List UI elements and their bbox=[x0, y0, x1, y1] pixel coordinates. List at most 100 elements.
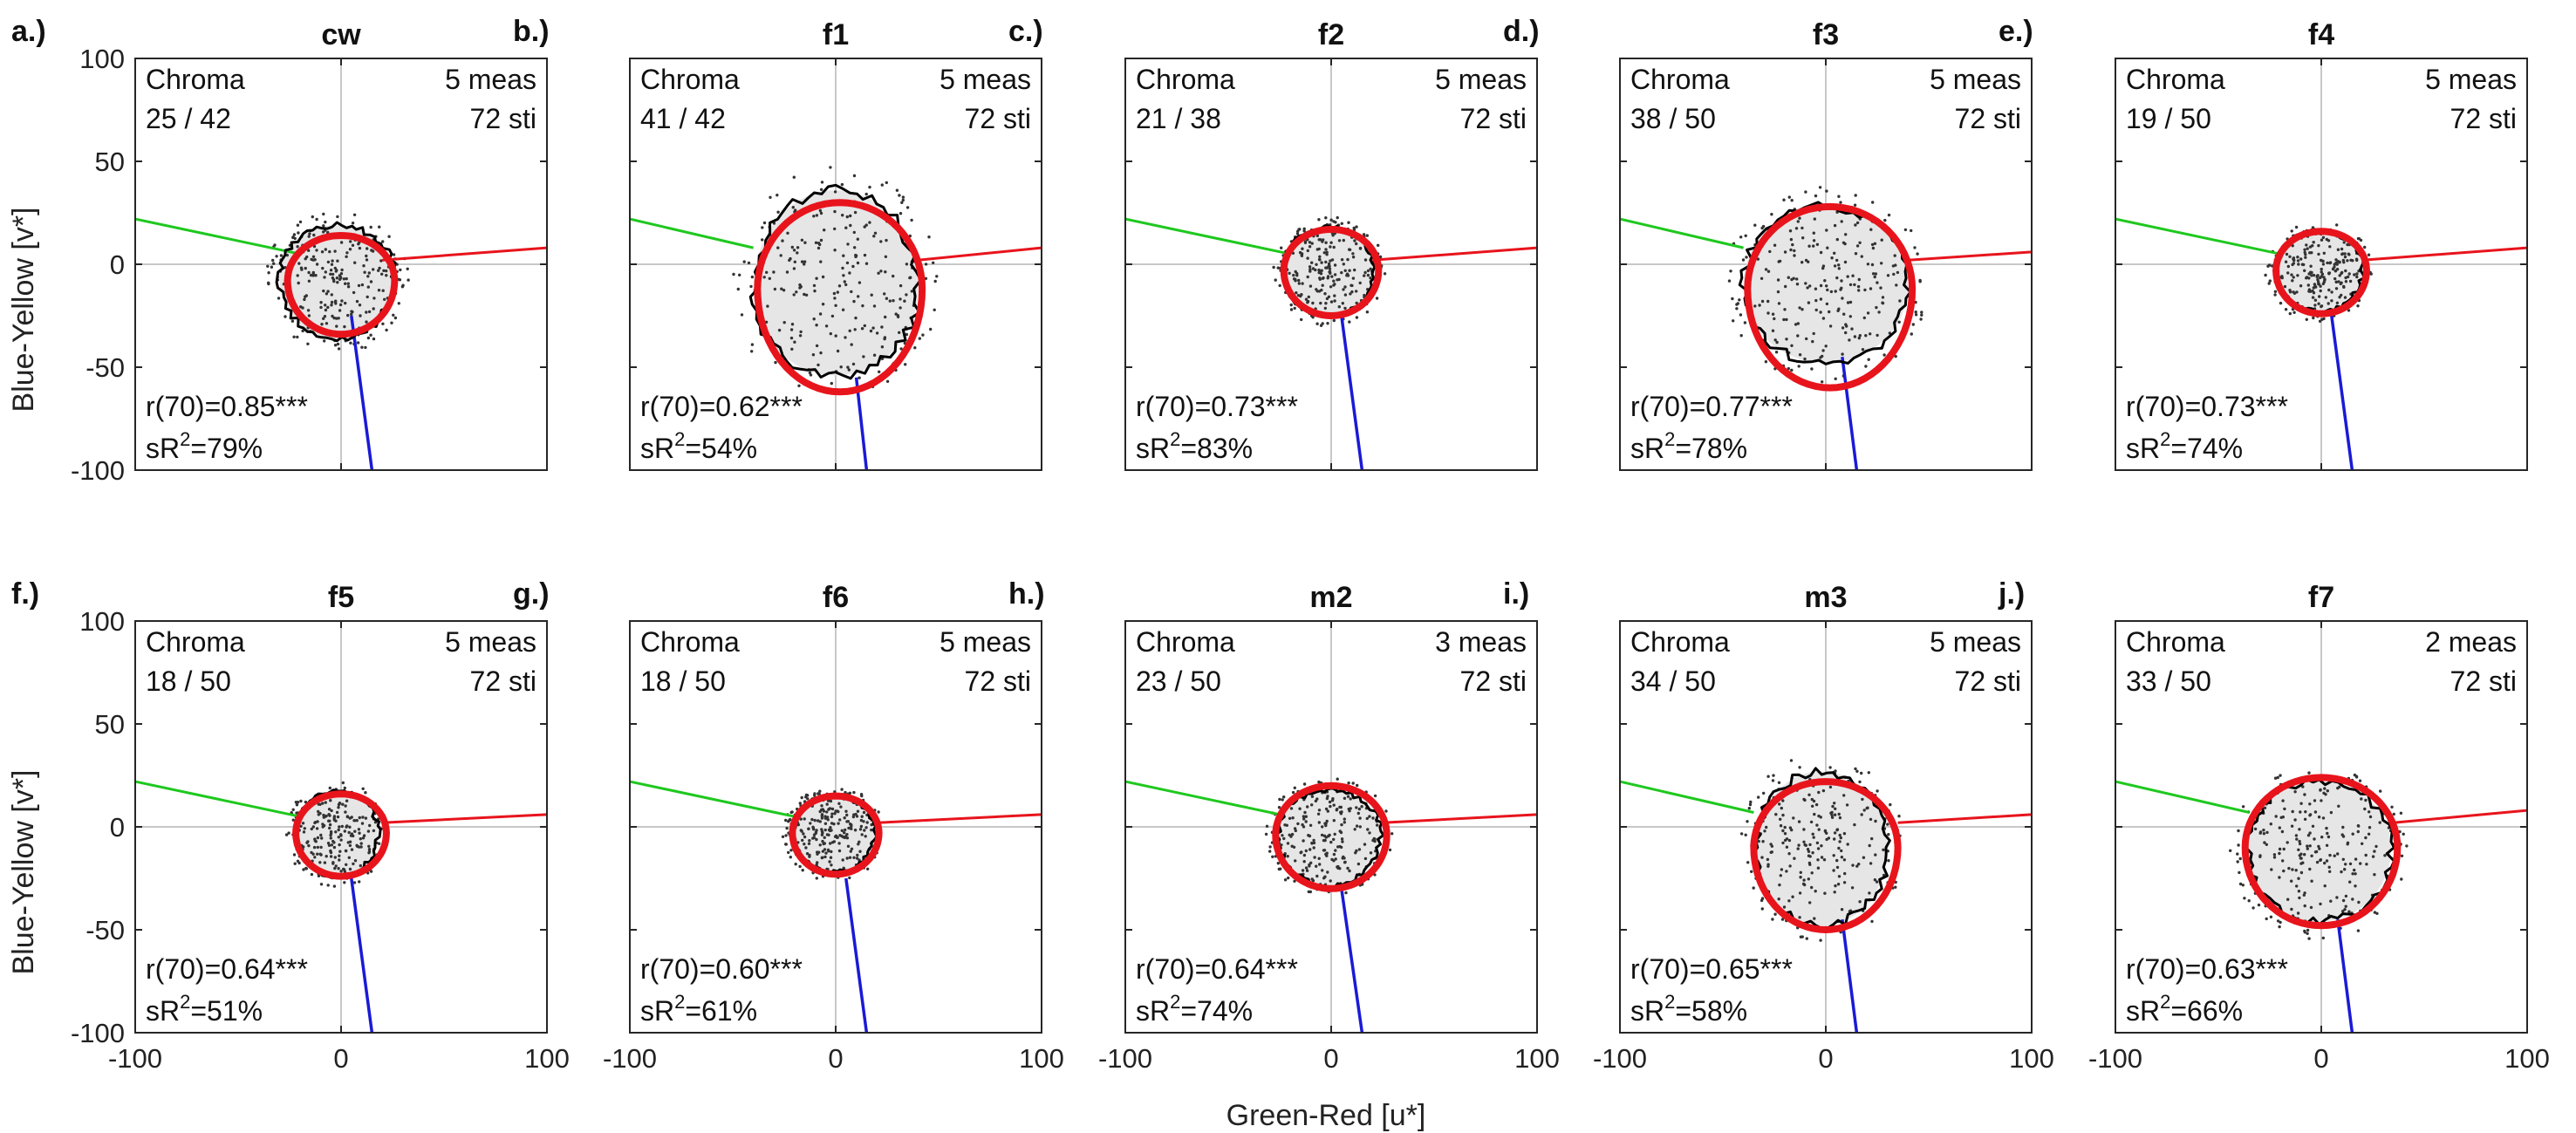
scatter-point bbox=[378, 266, 381, 270]
scatter-point bbox=[356, 341, 360, 345]
scatter-point bbox=[2282, 847, 2286, 851]
scatter-point bbox=[1810, 885, 1814, 890]
scatter-point bbox=[899, 347, 903, 351]
scatter-point bbox=[297, 281, 300, 285]
scatter-point bbox=[1797, 843, 1800, 847]
scatter-point bbox=[335, 276, 339, 280]
sr2-value: =78% bbox=[1675, 433, 1747, 464]
scatter-point bbox=[1773, 243, 1777, 247]
scatter-point bbox=[924, 276, 928, 280]
scatter-point bbox=[1775, 340, 1779, 345]
scatter-point bbox=[828, 860, 831, 863]
y-tick-label: 50 bbox=[95, 709, 125, 740]
panel-label: j.) bbox=[1998, 577, 2025, 611]
scatter-point bbox=[871, 326, 875, 330]
scatter-point bbox=[2334, 287, 2339, 290]
chroma-value: 23 / 50 bbox=[1136, 665, 1221, 697]
scatter-point bbox=[343, 786, 346, 790]
scatter-point bbox=[1332, 837, 1336, 842]
scatter-point bbox=[1840, 856, 1844, 859]
scatter-point bbox=[850, 847, 854, 850]
scatter-point bbox=[841, 214, 844, 217]
scatter-point bbox=[1861, 797, 1864, 802]
scatter-point bbox=[1377, 243, 1380, 247]
scatter-point bbox=[1833, 802, 1836, 805]
scatter-point bbox=[1879, 286, 1882, 290]
scatter-point bbox=[1840, 908, 1844, 911]
y-tick-label: 50 bbox=[95, 147, 125, 177]
scatter-point bbox=[742, 260, 746, 263]
scatter-point bbox=[328, 826, 331, 830]
scatter-point bbox=[1324, 260, 1328, 264]
scatter-point bbox=[370, 249, 373, 252]
chroma-value: 21 / 38 bbox=[1136, 103, 1221, 134]
scatter-point bbox=[1790, 277, 1794, 282]
scatter-point bbox=[844, 828, 847, 832]
scatter-point bbox=[784, 843, 788, 846]
scatter-point bbox=[1780, 918, 1785, 921]
scatter-point bbox=[1355, 290, 1358, 293]
scatter-point bbox=[905, 293, 908, 297]
scatter-point bbox=[812, 833, 817, 836]
scatter-point bbox=[1750, 870, 1753, 873]
scatter-point bbox=[1896, 270, 1900, 275]
scatter-point bbox=[1819, 250, 1823, 255]
scatter-point bbox=[345, 276, 348, 281]
scatter-point bbox=[2309, 264, 2313, 268]
scatter-point bbox=[803, 817, 806, 821]
scatter-point bbox=[2400, 854, 2404, 857]
scatter-point bbox=[2283, 284, 2287, 289]
scatter-point bbox=[2286, 271, 2290, 275]
scatter-point bbox=[369, 333, 372, 337]
scatter-point bbox=[323, 861, 327, 864]
scatter-point bbox=[929, 327, 933, 331]
scatter-point bbox=[1322, 834, 1327, 837]
scatter-point bbox=[1841, 326, 1845, 330]
scatter-point bbox=[1858, 241, 1862, 244]
chroma-label: Chroma bbox=[1630, 64, 1730, 95]
scatter-point bbox=[2307, 937, 2311, 940]
scatter-point bbox=[899, 283, 903, 288]
sr2-prefix: sR bbox=[640, 433, 674, 464]
correlation-text: r(70)=0.62*** bbox=[640, 391, 803, 422]
scatter-point bbox=[2297, 877, 2300, 880]
scatter-point bbox=[1317, 821, 1322, 824]
scatter-point bbox=[820, 816, 824, 820]
scatter-point bbox=[1805, 937, 1808, 940]
scatter-point bbox=[322, 289, 325, 293]
scatter-point bbox=[796, 251, 799, 255]
scatter-point bbox=[337, 828, 340, 832]
scatter-point bbox=[848, 876, 851, 880]
scatter-point bbox=[1384, 809, 1388, 813]
sr2-value: =74% bbox=[2170, 433, 2243, 464]
scatter-point bbox=[1769, 843, 1773, 846]
scatter-point bbox=[1332, 220, 1336, 223]
scatter-point bbox=[846, 844, 851, 848]
scatter-point bbox=[338, 303, 343, 307]
scatter-point bbox=[1390, 832, 1394, 836]
chroma-value: 19 / 50 bbox=[2126, 103, 2211, 134]
scatter-point bbox=[1865, 806, 1869, 810]
scatter-point bbox=[932, 261, 935, 264]
scatter-point bbox=[1337, 305, 1342, 309]
scatter-point bbox=[1316, 812, 1321, 816]
scatter-point bbox=[1343, 306, 1347, 311]
scatter-point bbox=[1833, 223, 1837, 228]
scatter-point bbox=[849, 850, 852, 853]
scatter-point bbox=[2344, 280, 2348, 283]
scatter-point bbox=[361, 836, 366, 840]
scatter-point bbox=[2313, 283, 2317, 286]
scatter-point bbox=[1819, 311, 1822, 314]
scatter-point bbox=[1302, 839, 1305, 843]
scatter-point bbox=[1317, 809, 1322, 812]
scatter-point bbox=[2355, 272, 2359, 276]
scatter-point bbox=[1844, 331, 1848, 335]
scatter-point bbox=[1383, 272, 1387, 276]
scatter-point bbox=[819, 238, 823, 242]
scatter-point bbox=[2290, 824, 2294, 828]
scatter-point bbox=[2291, 868, 2294, 871]
y-tick-label: -50 bbox=[85, 915, 125, 945]
scatter-point bbox=[1274, 278, 1277, 282]
